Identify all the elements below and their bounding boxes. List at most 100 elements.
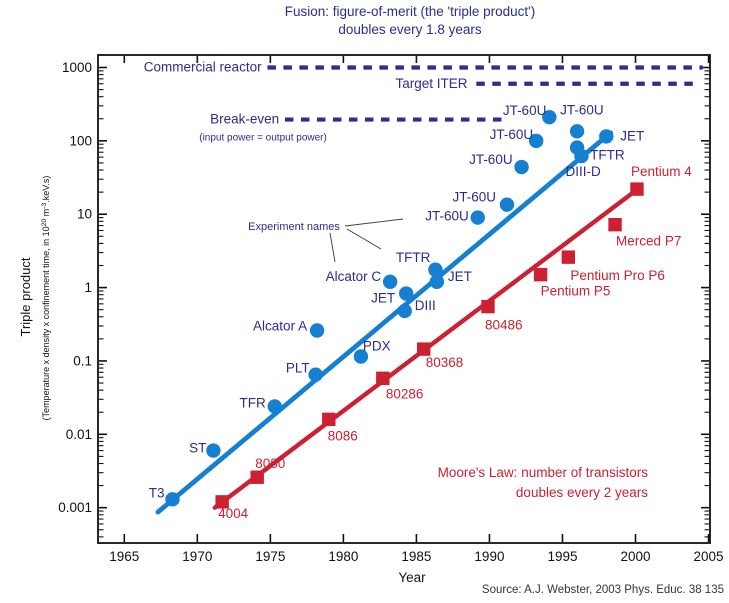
y-tick-label: 0.001 [58,500,92,515]
point-pentium-pro-p6 [561,250,576,264]
x-tick-label: 1975 [255,549,285,564]
point-label-jt-60u: JT-60U [503,103,547,118]
x-axis-title: Year [398,570,426,585]
point-8080 [250,470,264,484]
source-citation: Source: A.J. Webster, 2003 Phys. Educ. 3… [481,584,724,596]
annotation-pointer-line [329,232,336,263]
y-tick-label: 1 [84,280,92,295]
point-jt-60u [542,110,557,125]
x-tick-label: 1985 [401,549,431,564]
point-80368 [417,342,431,356]
y-tick-label: 10 [77,207,92,222]
point-label-alcator-a: Alcator A [253,319,307,334]
point-st [206,443,221,458]
break-even-sublabel: (input power = output power) [199,133,327,144]
moore-law-note: Moore's Law: number of transistors double… [438,465,649,500]
reference-line-target-iter: Target ITER [396,76,697,91]
figure-title-line1: Fusion: figure-of-merit (the 'triple pro… [284,4,536,19]
fusion-experiments-trend-line [155,130,614,515]
point-label-tftr: TFTR [396,250,431,265]
point-merced-p7 [608,217,622,232]
point-80486 [481,299,495,314]
x-tick-label: 1995 [547,549,577,564]
point-tfr [267,399,282,414]
point-label-jt-60u: JT-60U [560,102,604,117]
x-tick-label: 1970 [182,549,212,564]
figure-title-line2: doubles every 1.8 years [338,22,482,37]
point-plt [308,367,323,382]
point-label-jet: JET [448,269,472,284]
point-label-jt-60u: JT-60U [469,152,513,167]
y-tick-label: 0.1 [73,353,92,368]
point-label-tfr: TFR [239,395,265,410]
point-pentium-p5 [533,267,548,282]
experiment-names-annotation: Experiment names [248,218,404,263]
point-diii-d [574,148,589,164]
point-label-jt-60u: JT-60U [490,127,534,142]
point-label-jet: JET [371,291,395,306]
fusion-experiments-series: T3 ST TFR PLT Alcator A PDX Alcator C JET DIII TF… [149,102,644,507]
point-label-80286: 80286 [386,386,424,401]
x-tick-label: 2005 [694,549,724,564]
point-label-8080: 8080 [255,456,285,471]
commercial-reactor-label: Commercial reactor [144,59,262,74]
point-label-80368: 80368 [426,355,464,370]
point-label-pdx: PDX [363,338,391,353]
point-pdx [353,349,369,364]
point-jt-60u [499,197,515,212]
point-4004 [215,495,229,509]
point-label-plt: PLT [286,361,310,376]
point-label-jet: JET [620,128,644,143]
annotation-pointer-line [346,228,382,250]
point-label-alcator-c: Alcator C [326,269,382,284]
point-label-pentium-4: Pentium 4 [631,164,692,179]
point-80286 [376,371,390,386]
point-jt-60u [569,124,585,139]
point-t3 [165,492,180,507]
figure-title: Fusion: figure-of-merit (the 'triple pro… [285,3,536,39]
point-jt-60u [528,133,544,149]
point-jet [599,129,614,144]
reference-line-commercial-reactor: Commercial reactor [144,59,703,74]
point-label-jt-60u: JT-60U [452,190,496,205]
point-label-4004: 4004 [218,506,249,521]
point-jet [429,274,445,289]
point-label-jt-60u: JT-60U [425,209,469,224]
x-tick-label: 1965 [109,549,139,564]
annotation-pointer-line [344,218,404,227]
moore-note-line1: Moore's Law: number of transistors [438,465,649,480]
point-tftr [428,262,443,277]
point-label-t3: T3 [149,485,165,500]
point-label-tftr: TFTR [590,148,625,163]
point-alcator-a [309,323,325,338]
point-label-pentium-pro-p6: Pentium Pro P6 [570,268,665,283]
point-label-80486: 80486 [485,318,523,333]
x-tick-label: 1980 [328,549,358,564]
experiment-names-label: Experiment names [248,221,340,233]
y-tick-label: 100 [69,133,92,148]
y-tick-label: 0.01 [66,427,92,442]
point-jt-60u [470,210,485,225]
reference-line-break-even: Break-even (input power = output power) [199,112,507,144]
point-diii [397,303,412,319]
y-tick-label: 1000 [62,60,92,75]
y-axis-subtitle: (Temperature x density x confinement tim… [41,176,51,421]
break-even-label: Break-even [210,112,279,127]
point-label-8086: 8086 [328,428,358,443]
target-iter-label: Target ITER [396,76,468,91]
point-label-diii: DIII [415,298,436,313]
x-tick-label: 2000 [620,549,650,564]
point-pentium-4 [630,182,644,196]
point-jt-60u [514,159,529,175]
y-axis-title: Triple product [18,257,33,336]
point-jet [398,286,414,301]
point-label-pentium-p5: Pentium P5 [541,284,611,299]
point-8086 [322,412,336,427]
point-label-merced-p7: Merced P7 [616,234,681,249]
moore-note-line2: doubles every 2 years [516,485,648,500]
point-alcator-c [382,274,398,289]
plot-frame [97,54,711,544]
